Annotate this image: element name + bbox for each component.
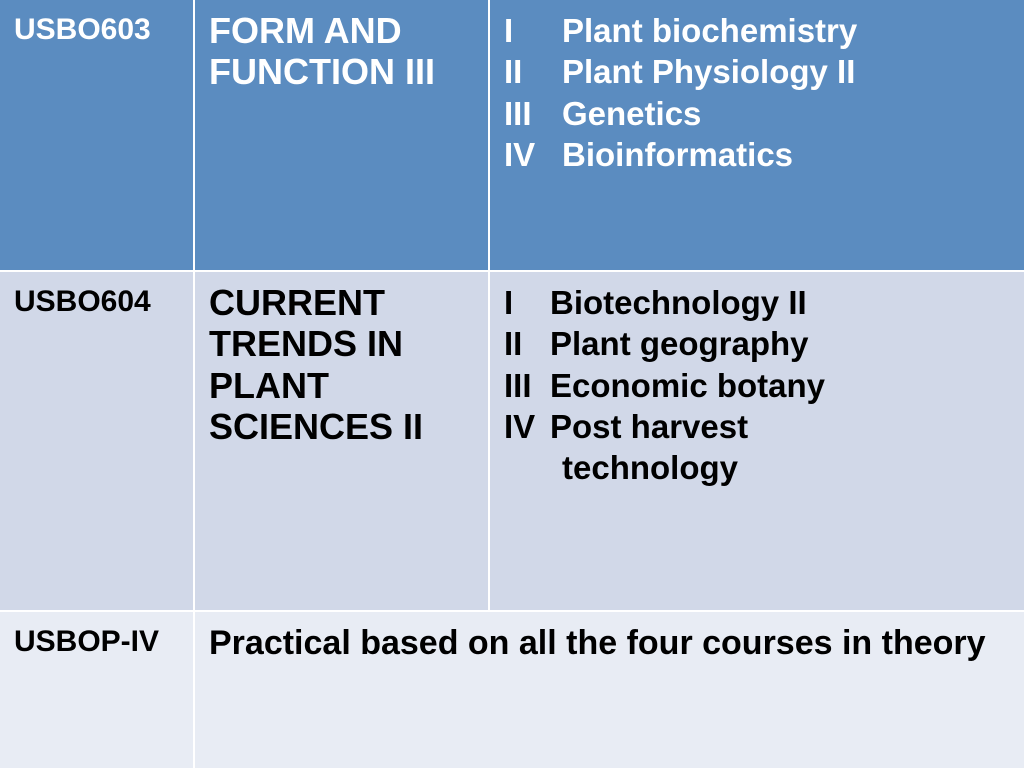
course-title-cell: CURRENT TRENDS IN PLANT SCIENCES II xyxy=(195,272,490,610)
topics-list: IPlant biochemistry IIPlant Physiology I… xyxy=(504,10,1010,175)
course-title: FORM AND FUNCTION III xyxy=(209,10,474,93)
table-row: USBOP-IV Practical based on all the four… xyxy=(0,612,1024,768)
course-description: Practical based on all the four courses … xyxy=(209,622,1010,665)
topic-item-continuation: technology xyxy=(504,447,1010,488)
course-code-cell: USBOP-IV xyxy=(0,612,195,768)
course-topics-cell: IPlant biochemistry IIPlant Physiology I… xyxy=(490,0,1024,270)
course-title: CURRENT TRENDS IN PLANT SCIENCES II xyxy=(209,282,474,448)
table-row: USBO604 CURRENT TRENDS IN PLANT SCIENCES… xyxy=(0,272,1024,612)
course-table: USBO603 FORM AND FUNCTION III IPlant bio… xyxy=(0,0,1024,768)
course-title-cell: FORM AND FUNCTION III xyxy=(195,0,490,270)
topic-item: IIIGenetics xyxy=(504,93,1010,134)
topics-list: IBiotechnology II IIPlant geography IIIE… xyxy=(504,282,1010,488)
topic-item: IBiotechnology II xyxy=(504,282,1010,323)
course-code: USBO604 xyxy=(14,282,179,320)
course-code-cell: USBO603 xyxy=(0,0,195,270)
course-code: USBOP-IV xyxy=(14,622,179,660)
topic-item: IVBioinformatics xyxy=(504,134,1010,175)
course-code: USBO603 xyxy=(14,10,179,48)
course-code-cell: USBO604 xyxy=(0,272,195,610)
topic-item: IIIEconomic botany xyxy=(504,365,1010,406)
topic-item: IPlant biochemistry xyxy=(504,10,1010,51)
table-row: USBO603 FORM AND FUNCTION III IPlant bio… xyxy=(0,0,1024,272)
course-topics-cell: IBiotechnology II IIPlant geography IIIE… xyxy=(490,272,1024,610)
topic-item: IIPlant geography xyxy=(504,323,1010,364)
course-merged-cell: Practical based on all the four courses … xyxy=(195,612,1024,768)
topic-item: IVPost harvest xyxy=(504,406,1010,447)
topic-item: IIPlant Physiology II xyxy=(504,51,1010,92)
